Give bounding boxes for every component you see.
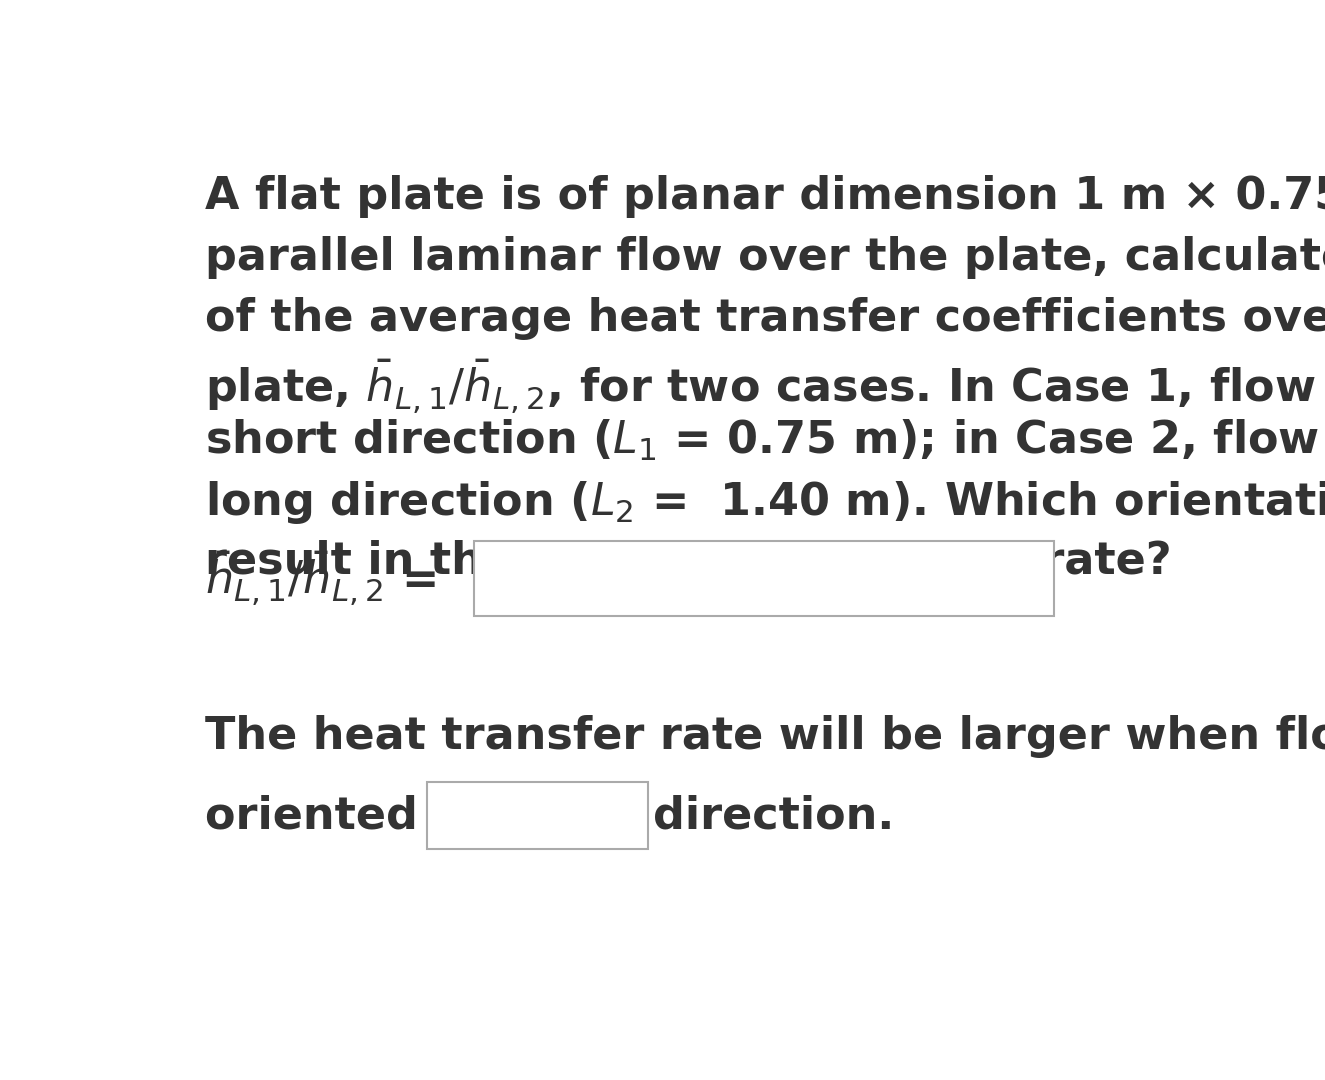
Text: ∨: ∨ xyxy=(620,799,645,833)
Text: short direction ($L_1$ = 0.75 m); in Case 2, flow is in the: short direction ($L_1$ = 0.75 m); in Cas… xyxy=(204,418,1325,463)
Text: The heat transfer rate will be larger when flow is: The heat transfer rate will be larger wh… xyxy=(204,715,1325,758)
Text: result in the larger heat transfer rate?: result in the larger heat transfer rate? xyxy=(204,540,1171,582)
Text: $\bar{h}_{L,1}/\bar{h}_{L,2}$ =: $\bar{h}_{L,1}/\bar{h}_{L,2}$ = xyxy=(204,550,436,608)
FancyBboxPatch shape xyxy=(428,782,648,849)
Text: direction.: direction. xyxy=(653,794,894,837)
Text: long direction ($L_2$ =  1.40 m). Which orientation will: long direction ($L_2$ = 1.40 m). Which o… xyxy=(204,478,1325,526)
Text: plate, $\bar{h}_{L,1}/\bar{h}_{L,2}$, for two cases. In Case 1, flow is in the: plate, $\bar{h}_{L,1}/\bar{h}_{L,2}$, fo… xyxy=(204,357,1325,416)
FancyBboxPatch shape xyxy=(474,541,1053,616)
Text: of the average heat transfer coefficients over the entire: of the average heat transfer coefficient… xyxy=(204,297,1325,340)
Text: parallel laminar flow over the plate, calculate the ratio: parallel laminar flow over the plate, ca… xyxy=(204,237,1325,279)
Text: A flat plate is of planar dimension 1 m × 0.75 m. For: A flat plate is of planar dimension 1 m … xyxy=(204,175,1325,218)
Text: oriented in the: oriented in the xyxy=(204,794,579,837)
